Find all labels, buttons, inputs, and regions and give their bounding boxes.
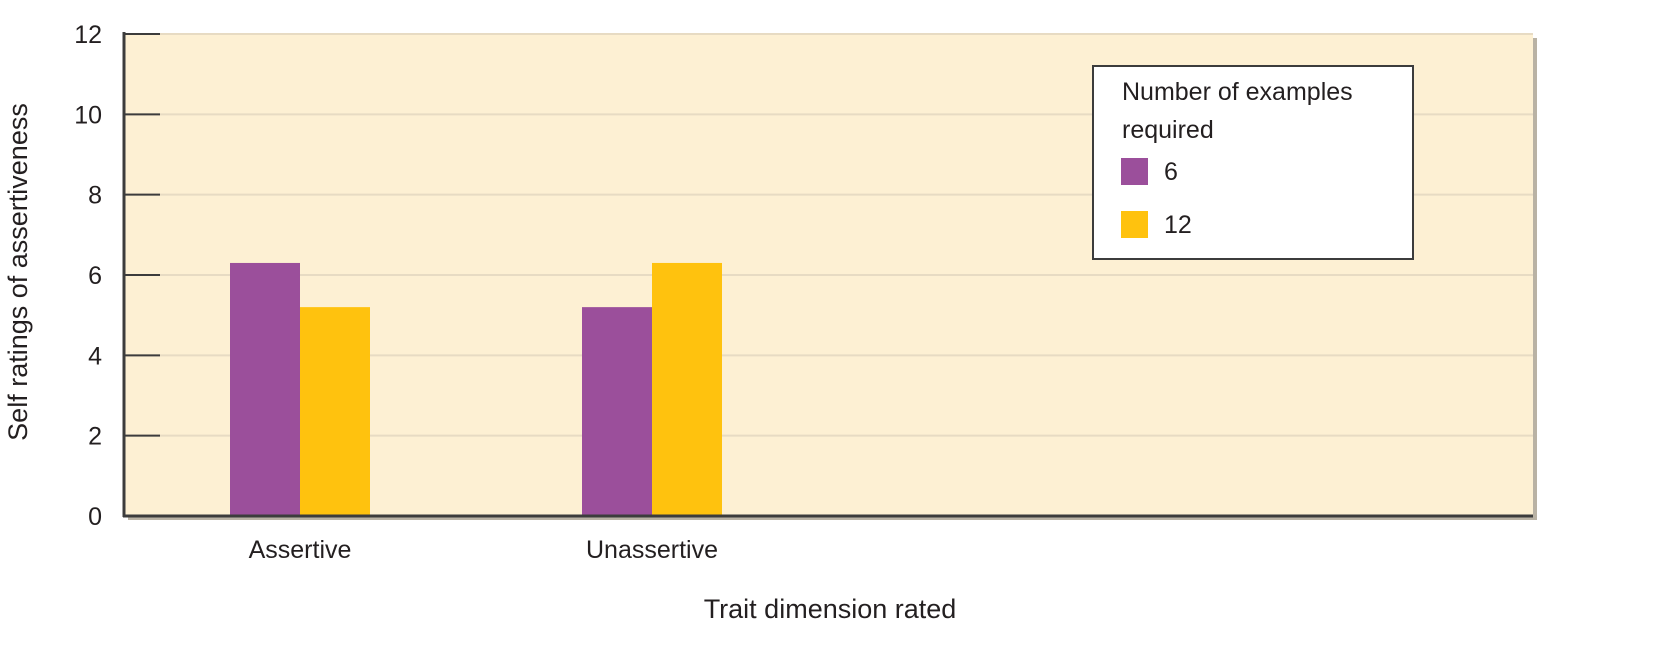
x-tick-label: Assertive (249, 536, 352, 564)
bars (230, 262, 722, 516)
y-tick-label: 4 (88, 342, 102, 370)
y-tick-label: 2 (88, 423, 102, 451)
legend-title: Number of examples required (1122, 78, 1353, 144)
bar (582, 307, 652, 516)
bar (230, 262, 300, 516)
legend-label: 12 (1164, 211, 1192, 239)
x-tick-label: Unassertive (586, 536, 718, 564)
y-tick-label: 12 (74, 21, 102, 49)
y-tick-label: 8 (88, 182, 102, 210)
y-tick-label: 6 (88, 262, 102, 290)
x-axis-label: Trait dimension rated (704, 594, 957, 624)
legend-label: 6 (1164, 158, 1178, 186)
legend-swatch (1121, 158, 1148, 185)
legend-swatch (1121, 211, 1148, 238)
bar (300, 307, 370, 516)
legend: Number of examples required 6 12 (1092, 65, 1414, 260)
bar (652, 262, 722, 516)
y-tick-label: 10 (74, 101, 102, 129)
y-axis-label: Self ratings of assertiveness (3, 103, 33, 441)
axes: Assertive Unassertive 0 2 4 6 8 10 12 (74, 21, 1533, 564)
y-tick-label: 0 (88, 503, 102, 531)
